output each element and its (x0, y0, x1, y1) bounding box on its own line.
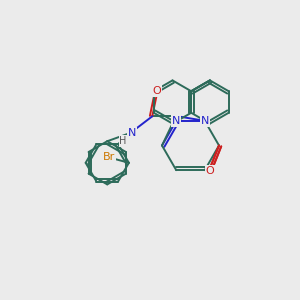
Text: O: O (206, 166, 214, 176)
Text: N: N (128, 128, 136, 138)
Text: N: N (172, 116, 180, 126)
Text: H: H (119, 136, 127, 146)
Text: O: O (152, 86, 161, 96)
Text: N: N (201, 116, 209, 126)
Text: Br: Br (103, 152, 115, 162)
